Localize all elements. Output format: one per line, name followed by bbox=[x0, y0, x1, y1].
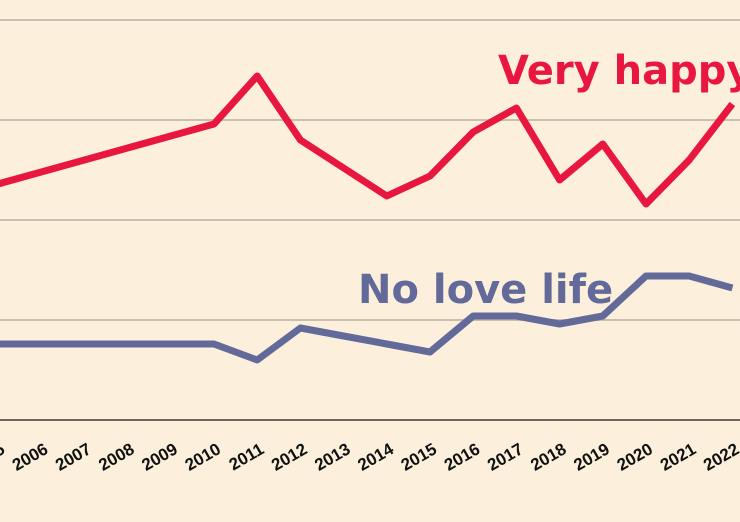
series-lines bbox=[0, 72, 736, 364]
series-label-very-happy: Very happy bbox=[498, 48, 740, 94]
series-label-no-love-life: No love life bbox=[358, 267, 613, 313]
x-tick-label: 2005 bbox=[0, 439, 8, 474]
series-labels: Very happy No love life bbox=[358, 48, 740, 313]
series-line-0 bbox=[0, 72, 736, 208]
series-line-1 bbox=[0, 272, 734, 364]
gridlines bbox=[0, 19, 740, 421]
